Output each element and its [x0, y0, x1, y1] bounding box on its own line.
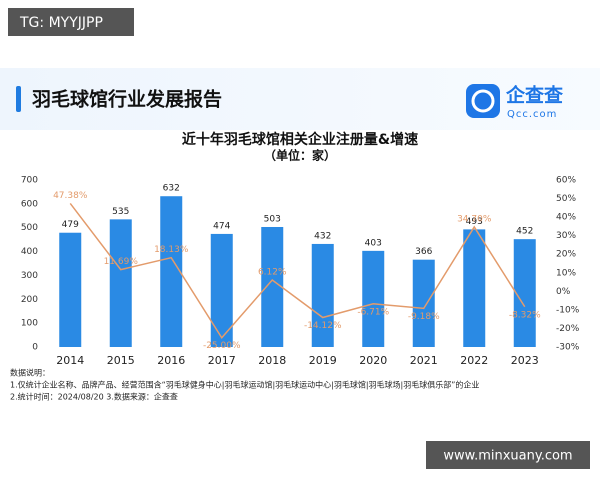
bar-label: 503 [264, 214, 281, 224]
bar-label: 366 [415, 247, 432, 257]
y-tick-label: 100 [21, 319, 38, 329]
line-label: -14.12% [304, 321, 342, 331]
line-label: -6.71% [357, 307, 389, 317]
y2-tick-label: 0% [556, 287, 571, 297]
x-tick-label: 2019 [309, 354, 337, 367]
notes-heading: 数据说明： [10, 368, 50, 378]
y-tick-label: 400 [21, 247, 38, 257]
x-tick-label: 2015 [107, 354, 135, 367]
y-tick-label: 200 [21, 295, 38, 305]
y2-tick-label: 40% [556, 213, 576, 223]
header-title: 羽毛球馆行业发展报告 [32, 88, 222, 111]
chart-subtitle: （单位：家） [264, 148, 336, 163]
x-tick-label: 2017 [208, 354, 236, 367]
y-tick-label: 500 [21, 223, 38, 233]
bar-label: 452 [516, 227, 533, 237]
note: 1.仅统计企业名称、品牌产品、经营范围含“羽毛球健身中心|羽毛球运动馆|羽毛球运… [10, 380, 479, 390]
line-label: 18.13% [154, 245, 189, 255]
title-bar [16, 86, 21, 112]
y2-tick-label: 50% [556, 194, 576, 204]
x-tick-label: 2023 [511, 354, 539, 367]
y-tick-label: 600 [21, 199, 38, 209]
x-tick-label: 2020 [359, 354, 387, 367]
bar-label: 403 [365, 238, 382, 248]
bar-label: 479 [62, 220, 79, 230]
line-label: 34.70% [457, 214, 492, 224]
bar-label: 432 [314, 231, 331, 241]
line [69, 202, 526, 339]
bar [59, 232, 82, 347]
logo-name: 企查查 [505, 84, 564, 107]
x-tick-label: 2016 [157, 354, 185, 367]
logo-domain: Qcc.com [507, 109, 557, 120]
y2-tick-label: -10% [556, 305, 580, 315]
x-tick-label: 2014 [56, 354, 84, 367]
bar [412, 259, 435, 347]
bar-label: 632 [163, 184, 180, 194]
bar-label: 474 [213, 221, 230, 231]
y-tick-label: 300 [21, 271, 38, 281]
watermark-box [8, 8, 134, 36]
line-label: -25.00% [203, 341, 241, 351]
line-label: -8.32% [509, 310, 541, 320]
bar [362, 250, 385, 347]
bar [261, 226, 284, 347]
plot: 0 100 200 300 400 500 600 700 -30% -20% -10% 0% 10% 2… [21, 176, 580, 368]
bar-label: 493 [466, 217, 483, 227]
line-label: 47.38% [53, 191, 88, 201]
chart-title: 近十年羽毛球馆相关企业注册量&增速 [182, 131, 418, 148]
bar [109, 219, 132, 347]
x-tick-label: 2021 [410, 354, 438, 367]
y2-tick-label: 10% [556, 268, 576, 278]
logo-ring [471, 89, 495, 113]
note: 2.统计时间：2024/08/20 3.数据来源：企查查 [10, 392, 178, 402]
y-tick-label: 0 [32, 343, 38, 353]
y2-tick-label: -30% [556, 343, 580, 353]
y2-tick-label: 30% [556, 231, 576, 241]
line-label: 11.69% [104, 257, 139, 267]
x-tick-label: 2022 [460, 354, 488, 367]
x-tick-label: 2018 [258, 354, 286, 367]
bar [160, 196, 183, 347]
bar [210, 233, 233, 347]
line-label: 6.12% [258, 267, 287, 277]
line-label: -9.18% [408, 312, 440, 322]
watermark: TG: MYYJJPP [19, 15, 103, 31]
bar [513, 239, 536, 347]
y2-tick-label: -20% [556, 324, 580, 334]
watermark-box [426, 441, 590, 469]
y-tick-label: 700 [21, 176, 38, 186]
y2-tick-label: 60% [556, 176, 576, 186]
bar-label: 535 [112, 207, 129, 217]
bar [311, 243, 334, 347]
bar [463, 229, 486, 347]
logo-icon [466, 84, 500, 118]
watermark: www.minxuany.com [443, 449, 572, 464]
y2-tick-label: 20% [556, 250, 576, 260]
